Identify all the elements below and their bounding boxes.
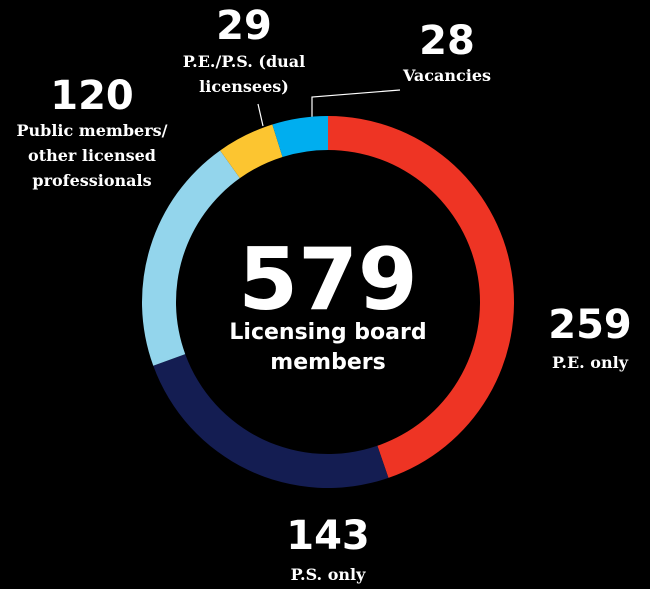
donut-segment [141,150,240,366]
value-label: 120 [50,73,134,119]
value-label: 29 [216,3,272,49]
value-label: 259 [548,302,632,348]
value-label: 143 [286,513,370,559]
center-value: 579 [238,230,418,330]
leader-line [257,103,264,127]
donut-segment [220,124,283,179]
donut-segment [328,116,514,478]
donut-segment [153,354,389,488]
center-label: Licensing board members [229,320,427,375]
donut-segment [272,116,328,157]
category-label: P.E. only [552,353,628,372]
value-label: 28 [419,18,475,64]
leader-line [311,89,401,118]
category-label: P.E./P.S. (dual licensees) [182,52,306,96]
category-label: Vacancies [402,66,492,85]
category-label: Public members/ other licensed professio… [16,121,168,190]
category-label: P.S. only [290,565,366,584]
